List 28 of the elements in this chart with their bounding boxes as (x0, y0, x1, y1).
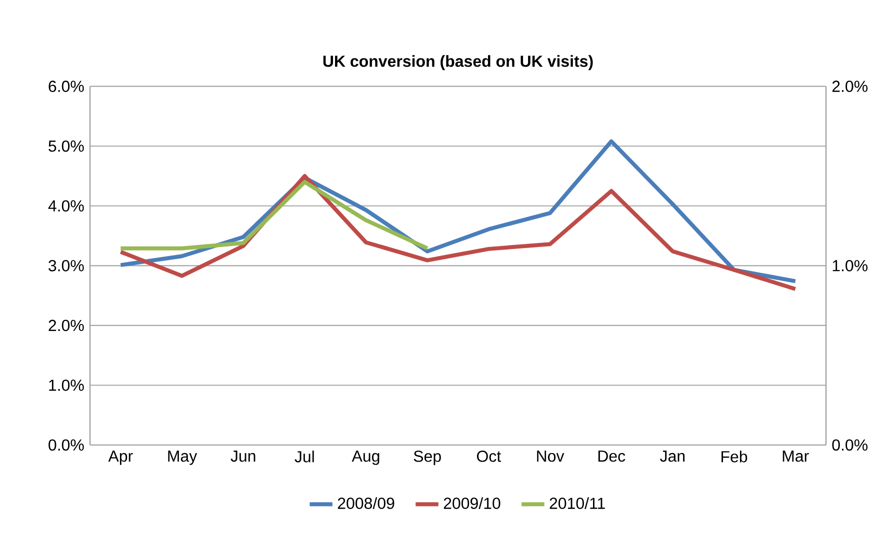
y2-tick-label: 2.0% (832, 80, 868, 92)
x-tick-label: Jun (230, 450, 256, 462)
x-tick-label: Oct (476, 450, 502, 462)
line-series (118, 174, 798, 291)
y2-tick-label: 0.0% (832, 439, 868, 451)
y-tick-label: 4.0% (48, 200, 84, 212)
y-tick-label: 5.0% (48, 140, 84, 152)
y-tick-label: 2.0% (48, 320, 84, 332)
y-tick-label: 1.0% (49, 380, 84, 391)
y-tick-label: 3.0% (48, 260, 84, 272)
x-tick-label: Jul (294, 450, 314, 462)
legend-label: 2010/11 (550, 497, 605, 509)
x-tick-label: Sep (414, 450, 441, 466)
y-tick-label: 6.0% (48, 80, 84, 92)
x-tick-label: Feb (722, 450, 748, 462)
x-tick-label: Apr (108, 450, 133, 465)
line-series (118, 180, 430, 250)
y2-tick-label: 1.0% (832, 260, 868, 272)
x-tick-label: Jan (660, 450, 685, 462)
x-tick-label: May (168, 450, 198, 465)
x-tick-label: Mar (782, 450, 809, 462)
legend-label: 2008/09 (338, 497, 394, 509)
chart-title: UK conversion (based on UK visits) (323, 55, 593, 70)
x-tick-label: Nov (537, 450, 564, 462)
y-tick-label: 0.0% (48, 439, 84, 451)
x-tick-label: Dec (598, 450, 626, 462)
x-tick-label: Aug (352, 450, 380, 465)
legend-label: 2009/10 (444, 497, 500, 509)
